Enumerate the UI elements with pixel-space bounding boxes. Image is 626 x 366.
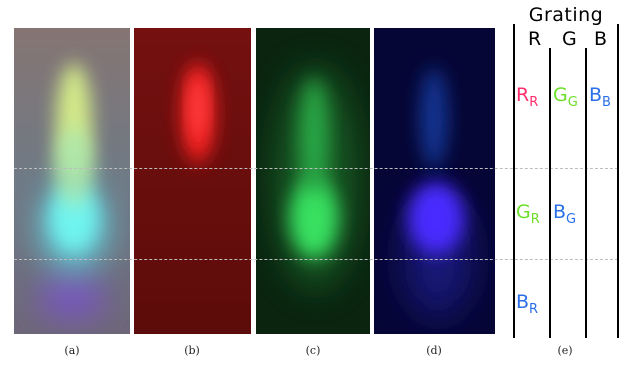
panel-d-image	[374, 28, 495, 334]
dashed-line-lower	[14, 259, 618, 260]
grating-line-1	[513, 24, 515, 338]
caption-e: (e)	[557, 344, 573, 357]
caption-a: (a)	[64, 344, 80, 357]
grating-col-r: R	[528, 28, 542, 50]
panel-c-green-channel	[256, 28, 370, 334]
label-b-r: BR	[516, 291, 539, 317]
grating-line-4	[617, 24, 619, 338]
panel-b-image	[134, 28, 251, 334]
dashed-line-upper	[14, 168, 618, 169]
label-b-b: BB	[589, 84, 611, 110]
grating-title: Grating	[528, 4, 604, 26]
panel-a-composite	[14, 28, 130, 334]
caption-d: (d)	[426, 344, 442, 357]
grating-col-g: G	[562, 28, 577, 50]
label-g-g: GG	[553, 84, 578, 110]
grating-line-3	[585, 48, 587, 338]
grating-col-b: B	[594, 28, 608, 50]
panel-c-image	[256, 28, 370, 334]
label-b-g: BG	[553, 201, 577, 227]
label-r-r: RR	[516, 84, 539, 110]
panel-a-image	[14, 28, 130, 334]
caption-c: (c)	[305, 344, 321, 357]
label-g-r: GR	[516, 201, 540, 227]
panel-d-blue-channel	[374, 28, 495, 334]
grating-line-2	[549, 48, 551, 338]
caption-b: (b)	[184, 344, 200, 357]
panel-b-red-channel	[134, 28, 251, 334]
